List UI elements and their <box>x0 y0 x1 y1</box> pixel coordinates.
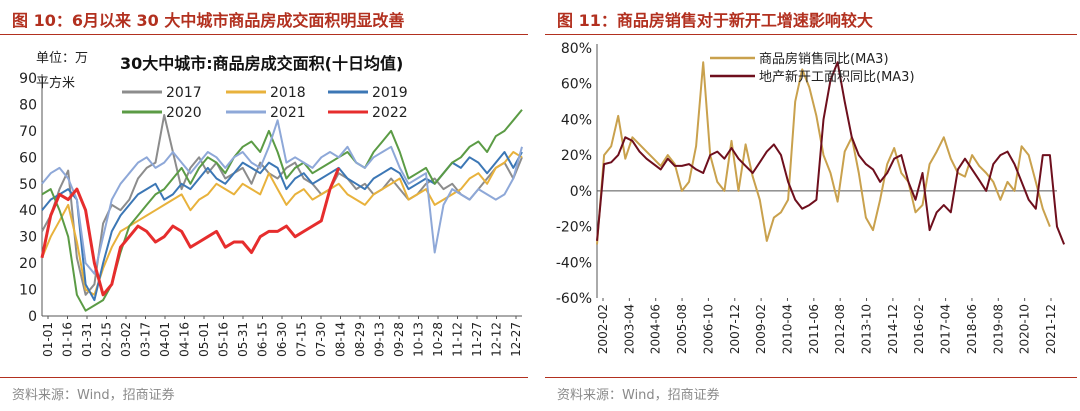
x-tick-label: 07-30 <box>314 322 328 357</box>
x-tick-label: 04-01 <box>158 322 172 357</box>
x-tick-label: 01-31 <box>80 322 94 357</box>
x-tick-label: 2010-04 <box>780 304 794 354</box>
source-note: 资料来源：Wind，招商证券 <box>557 388 720 403</box>
x-tick-label: 03-02 <box>119 322 133 357</box>
x-tick-label: 2011-06 <box>807 304 821 354</box>
y-unit-label-line1: 单位：万 <box>36 51 88 66</box>
x-tick-label: 08-29 <box>353 322 367 357</box>
x-tick-label: 09-28 <box>392 322 406 357</box>
legend-label-2019: 2019 <box>372 85 408 101</box>
source-divider <box>0 377 528 378</box>
y-tick-label: 60 <box>19 150 37 166</box>
x-tick-label: 2017-04 <box>939 304 953 354</box>
series-line-商品房销售同比(MA3) <box>596 61 1051 245</box>
y-tick-label: 40 <box>19 203 37 219</box>
x-tick-label: 2020-10 <box>1018 304 1032 354</box>
y-tick-label: 50 <box>19 177 37 193</box>
series-line-2017 <box>41 114 523 296</box>
x-tick-label: 01-16 <box>61 322 75 357</box>
legend-label-2021: 2021 <box>270 105 306 121</box>
x-tick-label: 11-12 <box>451 322 465 357</box>
chart-30-cities-sales-area: 0 10 20 30 40 50 60 70 80 90 01-01 01-16 01-31 02-15 0… <box>19 51 523 357</box>
x-tick-label: 2014-12 <box>886 304 900 354</box>
y-tick-label: -40% <box>556 255 592 271</box>
y-tick-label: 0 <box>28 309 37 325</box>
x-tick-label: 08-14 <box>334 322 348 357</box>
figure-title: 图 11：商品房销售对于新开工增速影响较大 <box>557 11 873 30</box>
y-tick-label: -20% <box>556 220 592 236</box>
x-tick-label: 02-15 <box>100 322 114 357</box>
x-tick-label: 2013-10 <box>860 304 874 354</box>
x-tick-label: 2012-08 <box>833 304 847 354</box>
y-tick-label: 90 <box>19 71 37 87</box>
title-divider <box>0 34 528 35</box>
y-tick-label: 60% <box>561 77 592 93</box>
x-tick-label: 2018-06 <box>965 304 979 354</box>
figure-10-panel: 图 10：6月以来 30 大中城市商品房成交面积明显改善 0 10 20 30 40 50… <box>0 0 530 411</box>
y-tick-label: 10 <box>19 283 37 299</box>
x-tick-label: 12-12 <box>490 322 504 357</box>
x-tick-label: 2021-12 <box>1044 304 1058 354</box>
y-tick-label: 30 <box>19 230 37 246</box>
y-tick-label: 80 <box>19 97 37 113</box>
x-tick-label: 07-15 <box>295 322 309 357</box>
source-divider <box>545 377 1077 378</box>
legend-label-2022: 2022 <box>372 105 408 121</box>
chart-title: 30大中城市:商品房成交面积(十日均值) <box>120 54 403 73</box>
figure-11-panel: 图 11：商品房销售对于新开工增速影响较大 -60% -40% -20% 0% 20% 4… <box>545 0 1080 411</box>
legend-label-2018: 2018 <box>270 85 306 101</box>
chart-sales-vs-new-starts: -60% -40% -20% 0% 20% 40% 60% 80% 2002-02 2003-04… <box>556 41 1066 354</box>
x-tick-label: 2019-08 <box>991 304 1005 354</box>
x-tick-label: 06-30 <box>275 322 289 357</box>
x-tick-label: 05-01 <box>197 322 211 357</box>
x-tick-label: 01-01 <box>41 322 55 357</box>
x-tick-label: 2006-10 <box>701 304 715 354</box>
x-tick-label: 12-27 <box>509 322 523 357</box>
y-unit-label-line2: 平方米 <box>36 75 75 91</box>
x-tick-label: 2007-12 <box>728 304 742 354</box>
y-tick-label: 80% <box>561 41 592 57</box>
x-tick-label: 2005-08 <box>675 304 689 354</box>
y-tick-label: 70 <box>19 124 37 140</box>
y-tick-label: 20 <box>19 256 37 272</box>
x-tick-label: 04-16 <box>178 322 192 357</box>
y-tick-label: 40% <box>561 112 592 128</box>
x-tick-label: 03-17 <box>139 322 153 357</box>
series-line-2022 <box>40 167 341 297</box>
x-tick-label: 2016-02 <box>912 304 926 354</box>
legend-label-2017: 2017 <box>166 85 202 101</box>
legend-label-2020: 2020 <box>166 105 202 121</box>
x-tick-label: 10-28 <box>431 322 445 357</box>
series-line-2021 <box>41 119 523 275</box>
x-tick-label: 10-13 <box>412 322 426 357</box>
y-tick-label: -60% <box>556 291 592 307</box>
series-line-2018 <box>41 151 523 296</box>
series-line-地产新开工面积同比(MA3) <box>596 61 1066 245</box>
y-tick-label: 20% <box>561 148 592 164</box>
x-tick-label: 05-31 <box>236 322 250 357</box>
x-tick-label: 09-13 <box>373 322 387 357</box>
y-tick-label: 0% <box>570 184 592 200</box>
series-line-2020 <box>41 109 523 312</box>
x-tick-label: 06-15 <box>256 322 270 357</box>
x-tick-label: 2009-02 <box>754 304 768 354</box>
x-tick-label: 05-16 <box>217 322 231 357</box>
x-tick-label: 2002-02 <box>596 304 610 354</box>
x-tick-label: 2004-06 <box>649 304 663 354</box>
legend-label-0: 商品房销售同比(MA3) <box>759 51 889 67</box>
x-tick-label: 2003-04 <box>622 304 636 354</box>
title-divider <box>545 34 1077 35</box>
figure-title: 图 10：6月以来 30 大中城市商品房成交面积明显改善 <box>12 11 405 30</box>
source-note: 资料来源：Wind，招商证券 <box>12 388 175 403</box>
x-tick-label: 11-27 <box>470 322 484 357</box>
legend-label-1: 地产新开工面积同比(MA3) <box>759 69 915 85</box>
